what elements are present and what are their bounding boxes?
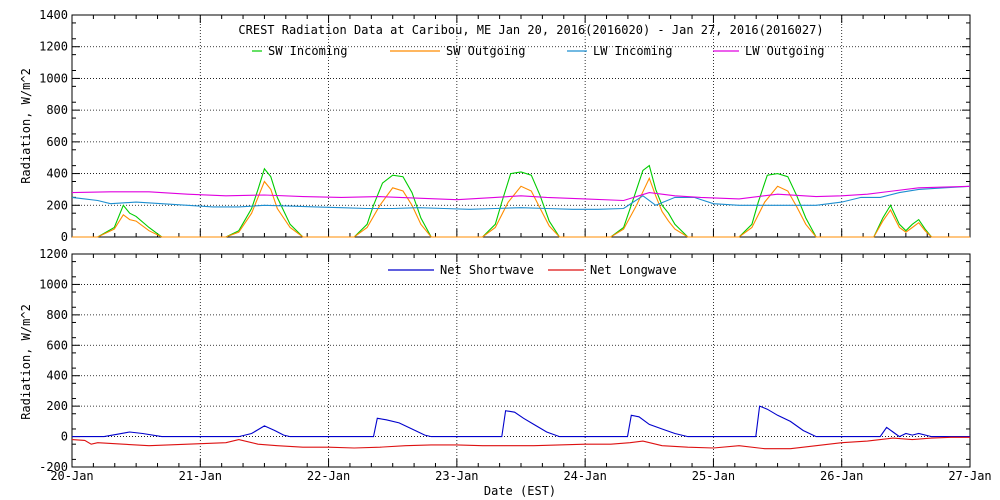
- legend-label: Net Shortwave: [440, 263, 534, 277]
- x-tick-label: 27-Jan: [948, 469, 991, 483]
- y-tick-label: 200: [46, 198, 68, 212]
- y-tick-label: 600: [46, 338, 68, 352]
- legend-label: LW Outgoing: [745, 44, 824, 58]
- series-line-sw-outgoing: [72, 176, 970, 238]
- bottom-y-axis-label: Radiation, W/m^2: [19, 304, 33, 420]
- y-tick-label: 200: [46, 399, 68, 413]
- y-tick-label: 800: [46, 103, 68, 117]
- legend-label: Net Longwave: [590, 263, 677, 277]
- series-line-net-longwave: [71, 436, 970, 450]
- y-tick-label: 400: [46, 167, 68, 181]
- series-line-net-shortwave: [72, 405, 970, 438]
- y-tick-label: 1400: [39, 8, 68, 22]
- y-tick-label: 1200: [39, 247, 68, 261]
- legend-label: SW Outgoing: [446, 44, 525, 58]
- y-tick-label: 1000: [39, 71, 68, 85]
- x-tick-label: 24-Jan: [563, 469, 606, 483]
- top-panel: 0 200 400 600 800 1000 1200 1400 SW Incoming SW O…: [39, 8, 971, 244]
- bottom-panel: -200 0 200 400 600 800 1000 1200 Net Shortwave Ne…: [39, 247, 992, 483]
- y-tick-label: 800: [46, 308, 68, 322]
- y-tick-label: 600: [46, 135, 68, 149]
- y-tick-label: 0: [61, 430, 68, 444]
- y-tick-label: 400: [46, 369, 68, 383]
- series-line-lw-incoming: [71, 185, 971, 210]
- series-line-sw-incoming: [72, 164, 970, 238]
- x-tick-label: 22-Jan: [307, 469, 350, 483]
- y-tick-label: -200: [39, 460, 68, 474]
- x-tick-label: 26-Jan: [820, 469, 863, 483]
- legend-label: LW Incoming: [593, 44, 672, 58]
- legend-label: SW Incoming: [268, 44, 347, 58]
- x-tick-label: 20-Jan: [50, 469, 93, 483]
- series-line-lw-outgoing: [71, 185, 971, 202]
- top-y-axis-label: Radiation, W/m^2: [19, 68, 33, 184]
- x-tick-label: 23-Jan: [435, 469, 478, 483]
- y-tick-label: 1000: [39, 277, 68, 291]
- x-axis-label: Date (EST): [484, 484, 556, 498]
- chart-title: CREST Radiation Data at Caribou, ME Jan …: [238, 23, 823, 37]
- plot-frame: [71, 253, 971, 468]
- x-tick-label: 25-Jan: [692, 469, 735, 483]
- y-tick-label: 1200: [39, 40, 68, 54]
- x-tick-label: 21-Jan: [179, 469, 222, 483]
- y-tick-label: 0: [61, 230, 68, 244]
